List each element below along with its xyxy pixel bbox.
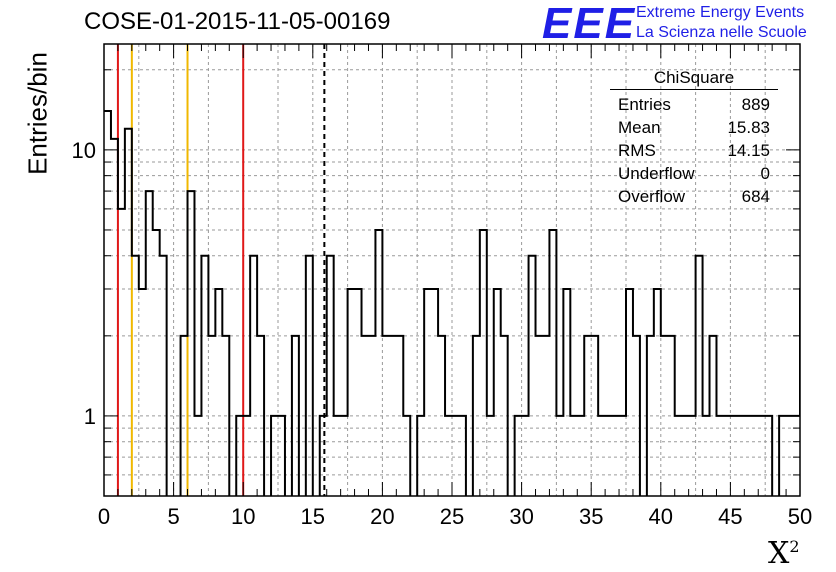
x-axis-label-sup: 2	[789, 537, 800, 556]
x-tick-label: 5	[167, 504, 179, 529]
y-axis-label: Entries/bin	[22, 52, 53, 175]
stats-value: 15.83	[727, 118, 770, 137]
stats-row-rms: RMS 14.15	[610, 139, 778, 162]
stats-value: 684	[741, 187, 770, 206]
stats-row-overflow: Overflow 684	[610, 185, 778, 208]
stats-title: ChiSquare	[610, 68, 778, 90]
logo-line-2: La Scienza nelle Scuole	[636, 24, 807, 41]
stats-row-underflow: Underflow 0	[610, 162, 778, 185]
y-tick-label: 10	[72, 138, 96, 163]
stats-box: ChiSquare Entries 889 Mean 15.83 RMS 14.15 …	[610, 68, 778, 208]
chart-title: COSE-01-2015-11-05-00169	[84, 8, 391, 35]
logo-line-1: Extreme Energy Events	[636, 4, 805, 21]
stats-value: 0	[760, 164, 770, 183]
stats-label: Overflow	[618, 187, 686, 206]
x-tick-label: 30	[509, 504, 533, 529]
x-tick-label: 40	[649, 504, 673, 529]
stats-row-entries: Entries 889	[610, 93, 778, 116]
x-tick-label: 25	[440, 504, 464, 529]
x-axis-label-text: X	[768, 536, 790, 571]
stats-label: Mean	[618, 118, 661, 137]
stats-value: 14.15	[727, 141, 770, 160]
x-tick-label: 0	[98, 504, 110, 529]
stats-label: Entries	[618, 95, 671, 114]
x-tick-label: 10	[231, 504, 255, 529]
eee-logo-mark: EEE	[542, 0, 637, 48]
x-tick-label: 15	[301, 504, 325, 529]
stats-value: 889	[741, 95, 770, 114]
y-tick-label: 1	[84, 404, 96, 429]
x-tick-label: 35	[579, 504, 603, 529]
histogram-step-line	[104, 109, 800, 496]
stats-row-mean: Mean 15.83	[610, 116, 778, 139]
x-tick-label: 50	[788, 504, 812, 529]
x-axis-label: X2	[768, 536, 800, 571]
stats-label: RMS	[618, 141, 656, 160]
x-tick-label: 20	[370, 504, 394, 529]
x-tick-label: 45	[718, 504, 742, 529]
stats-label: Underflow	[618, 164, 695, 183]
